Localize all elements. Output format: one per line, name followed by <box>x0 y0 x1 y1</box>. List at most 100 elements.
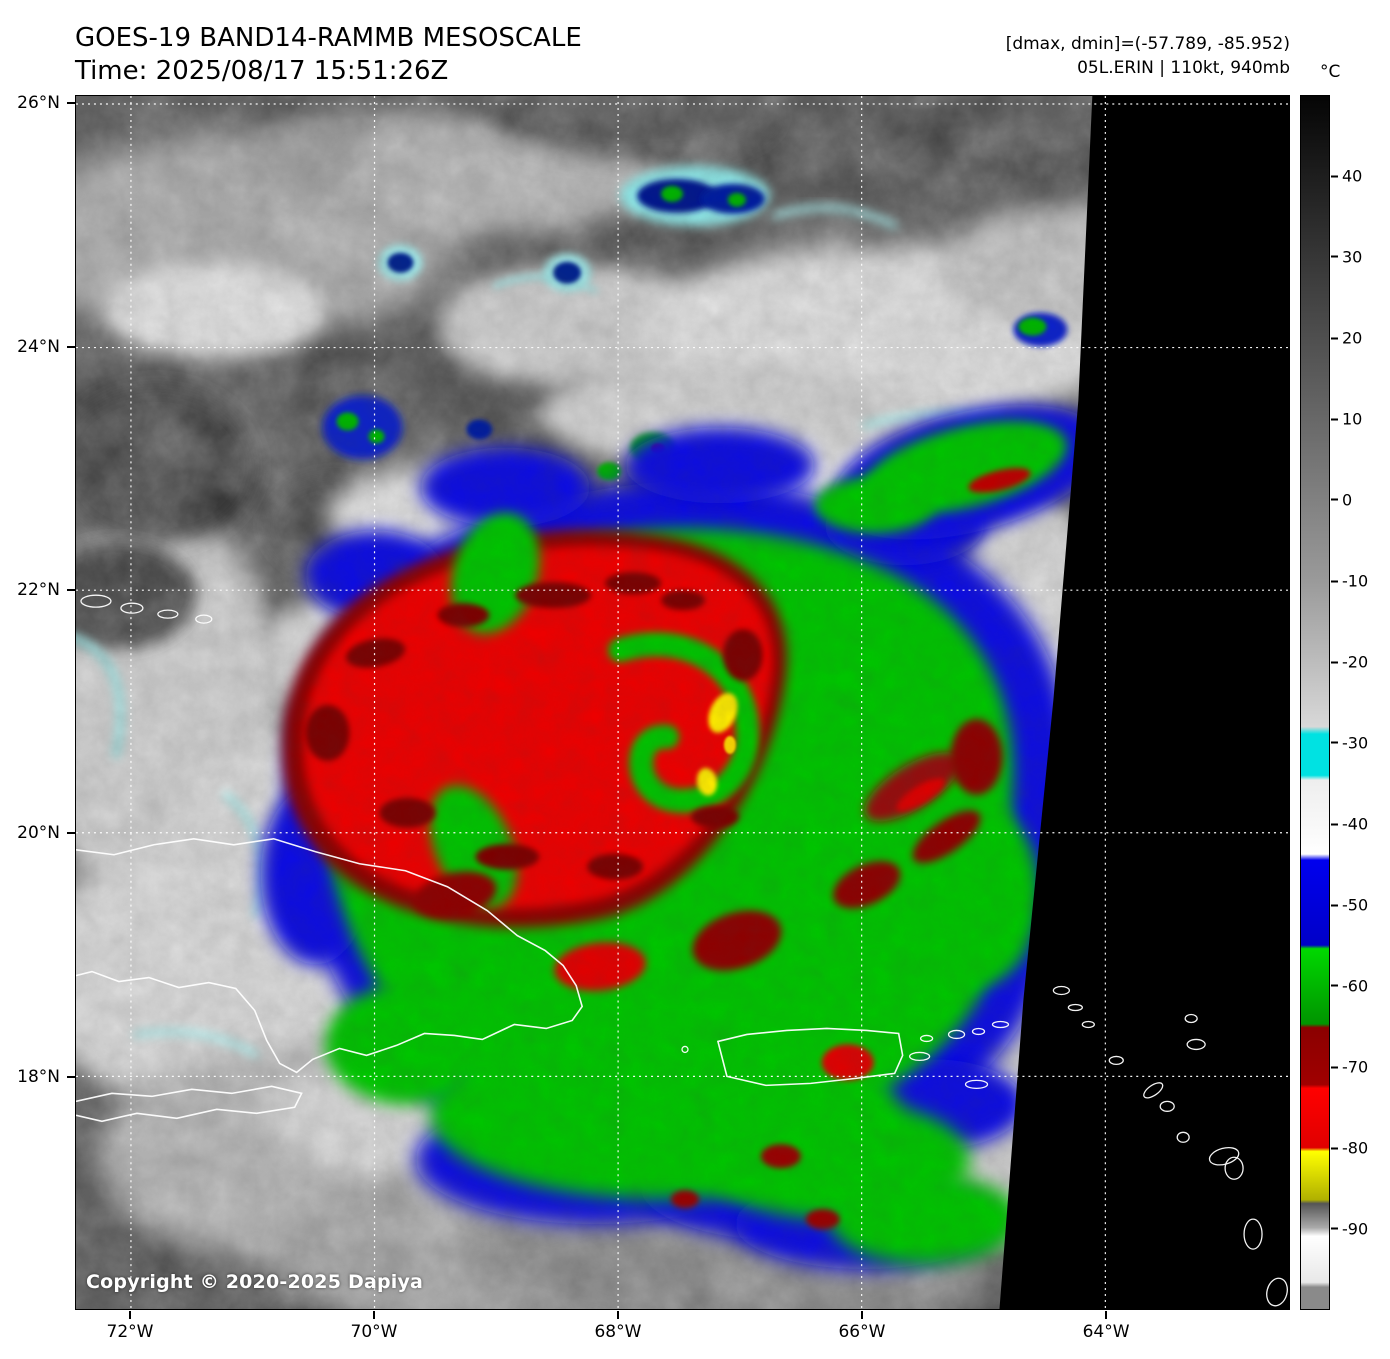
colorbar-gradient <box>1301 96 1329 1309</box>
colorbar-tick-mark <box>1331 1227 1338 1230</box>
colorbar-tick: -90 <box>1331 1219 1368 1238</box>
vieques-island <box>908 1051 931 1062</box>
lon-label: 72°W <box>106 1322 154 1342</box>
lon-tick-mark <box>860 1311 863 1319</box>
colorbar-tick-mark <box>1331 1066 1338 1068</box>
lat-axis: 26°N 24°N 22°N 20°N 18°N <box>0 93 75 1310</box>
colorbar-tick-mark <box>1331 418 1338 421</box>
colorbar-tick-value: 10 <box>1342 409 1363 429</box>
colorbar-tick: 10 <box>1331 410 1362 429</box>
turks-caicos-2 <box>120 602 144 614</box>
colorbar-tick-value: 40 <box>1342 166 1363 186</box>
colorbar-tick-mark <box>1331 904 1338 907</box>
colorbar-tick: 40 <box>1331 167 1362 186</box>
mona-island <box>681 1045 689 1054</box>
colorbar-tick-value: -50 <box>1342 895 1369 915</box>
colorbar-tick: 20 <box>1331 329 1362 348</box>
haiti-peninsula-coastline <box>76 1085 303 1123</box>
page-title: GOES-19 BAND14-RAMMB MESOSCALE <box>75 23 582 53</box>
colorbar-tick-mark <box>1331 984 1338 987</box>
colorbar-tick-value: -10 <box>1342 571 1369 591</box>
colorbar-tick-value: -20 <box>1342 652 1369 672</box>
lat-tick-mark <box>67 588 75 591</box>
colorbar-tick-value: 0 <box>1342 490 1353 510</box>
lon-label: 64°W <box>1082 1322 1130 1342</box>
colorbar-tick: -60 <box>1331 976 1368 995</box>
colorbar-tick: -30 <box>1331 733 1368 752</box>
lat-label: 22°N <box>17 579 60 600</box>
puerto-rico-coastline <box>716 1027 904 1087</box>
colorbar-unit-label: °C <box>1320 62 1341 82</box>
st-thomas-island <box>947 1029 966 1040</box>
coastlines <box>76 594 1288 1307</box>
copyright-watermark: Copyright © 2020-2025 Dapiya <box>86 1271 424 1293</box>
colorbar-tick-mark <box>1331 1147 1338 1150</box>
colorbar-tick-mark <box>1331 255 1338 258</box>
lon-tick-mark <box>1105 1311 1108 1319</box>
colorbar-tick-value: -40 <box>1342 814 1369 834</box>
colorbar-tick: -50 <box>1331 896 1368 915</box>
grid-lines <box>76 96 1289 1309</box>
anguilla-island <box>1052 985 1071 996</box>
lat-label: 26°N <box>17 93 60 114</box>
colorbar-tick-labels: 40 30 20 10 0 -10 -20 -30 -40 -50 -60 -70 -80 -90 <box>1331 95 1390 1310</box>
lon-tick-mark <box>616 1311 619 1319</box>
title-block: GOES-19 BAND14-RAMMB MESOSCALE Time: 202… <box>75 22 582 88</box>
storm-id-readout: 05L.ERIN | 110kt, 940mb <box>1077 58 1290 78</box>
st-john-island <box>971 1027 986 1036</box>
info-block: [dmax, dmin]=(-57.789, -85.952) 05L.ERIN… <box>1006 32 1290 80</box>
turks-caicos-3 <box>157 609 179 619</box>
lon-axis: 72°W 70°W 68°W 66°W 64°W <box>75 1311 1290 1356</box>
lat-label: 18°N <box>17 1066 60 1087</box>
martinique-island <box>1266 1277 1288 1307</box>
hispaniola-coastline <box>76 837 584 1074</box>
colorbar-tick-mark <box>1331 498 1338 501</box>
map-plot-area: Copyright © 2020-2025 Dapiya <box>75 95 1290 1310</box>
colorbar-tick: -80 <box>1331 1139 1368 1158</box>
colorbar-tick-mark <box>1331 741 1338 744</box>
colorbar-tick-mark <box>1331 661 1338 664</box>
turks-caicos-1 <box>80 594 112 608</box>
colorbar <box>1300 95 1330 1310</box>
lon-label: 70°W <box>350 1322 398 1342</box>
colorbar-tick: -20 <box>1331 653 1368 672</box>
guadeloupe-island-east <box>1224 1156 1244 1180</box>
colorbar-tick: -40 <box>1331 815 1368 834</box>
scan-edge-no-data-region <box>999 96 1289 1309</box>
dmax-dmin-readout: [dmax, dmin]=(-57.789, -85.952) <box>1005 34 1290 54</box>
colorbar-tick: 0 <box>1331 490 1352 509</box>
lon-tick-mark <box>373 1311 375 1319</box>
colorbar-tick-mark <box>1331 823 1338 825</box>
colorbar-tick-value: -30 <box>1342 733 1369 753</box>
colorbar-tick-mark <box>1331 580 1338 582</box>
colorbar-tick-mark <box>1331 337 1338 339</box>
colorbar-tick-mark <box>1331 175 1338 178</box>
lat-tick-mark <box>67 345 75 348</box>
st-barth-island <box>1081 1020 1095 1029</box>
lat-label: 24°N <box>17 336 60 357</box>
lat-tick-mark <box>67 102 75 105</box>
colorbar-tick-value: -80 <box>1342 1138 1369 1158</box>
colorbar-tick: 30 <box>1331 247 1362 266</box>
culebra-island <box>919 1034 934 1043</box>
nevis-island <box>1159 1100 1175 1112</box>
lat-tick-mark <box>67 831 75 834</box>
montserrat-island <box>1176 1131 1190 1143</box>
st-croix-island <box>964 1079 989 1090</box>
tortola-island <box>991 1020 1010 1029</box>
colorbar-tick-value: -70 <box>1342 1057 1369 1077</box>
colorbar-tick-value: 30 <box>1342 247 1363 267</box>
antigua-island <box>1186 1038 1206 1051</box>
timestamp: Time: 2025/08/17 15:51:26Z <box>75 56 449 86</box>
lon-tick-mark <box>129 1311 132 1319</box>
saba-island <box>1108 1055 1124 1066</box>
dominica-island <box>1243 1218 1263 1250</box>
lon-label: 66°W <box>838 1322 886 1342</box>
colorbar-tick: -70 <box>1331 1058 1368 1077</box>
st-martin-island <box>1067 1003 1083 1012</box>
st-kitts-island <box>1143 1082 1164 1099</box>
colorbar-tick-value: -60 <box>1342 976 1369 996</box>
colorbar-tick-value: 20 <box>1342 328 1363 348</box>
lat-tick-mark <box>67 1075 75 1078</box>
barbuda-island <box>1184 1013 1198 1024</box>
